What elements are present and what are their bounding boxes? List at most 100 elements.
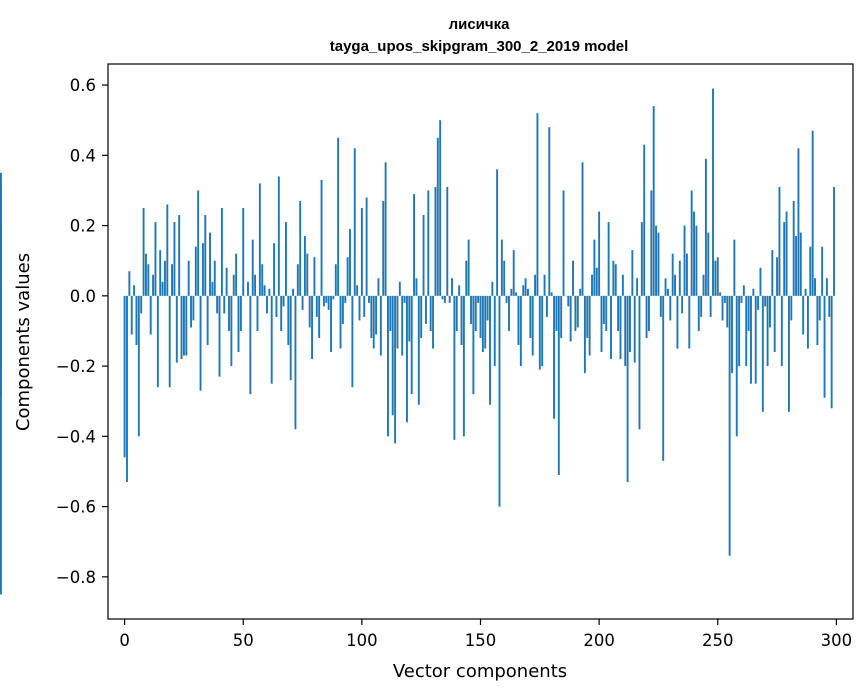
bar <box>491 282 493 296</box>
bar <box>242 208 244 296</box>
bar <box>128 271 130 296</box>
bar <box>290 296 292 380</box>
bar <box>722 296 724 321</box>
bar <box>276 296 278 317</box>
bar <box>252 240 254 296</box>
bar <box>795 236 797 296</box>
bar <box>667 289 669 296</box>
bar <box>347 257 349 296</box>
bar <box>676 296 678 349</box>
bar <box>546 296 548 317</box>
bar <box>463 296 465 437</box>
bar <box>624 296 626 366</box>
bar <box>0 296 2 595</box>
bar <box>228 296 230 331</box>
bar <box>397 296 399 349</box>
bar <box>525 278 527 296</box>
bar <box>501 240 503 296</box>
bar <box>577 296 579 328</box>
bar <box>159 250 161 296</box>
bar <box>297 264 299 296</box>
bar <box>745 296 747 366</box>
bar <box>394 296 396 444</box>
bar <box>136 296 138 345</box>
bar <box>361 208 363 296</box>
y-axis-label: Components values <box>13 253 34 431</box>
bar <box>451 278 453 296</box>
bar <box>202 243 204 296</box>
bar <box>681 296 683 314</box>
bar <box>809 247 811 296</box>
bar <box>541 296 543 366</box>
bar <box>553 296 555 419</box>
bar <box>131 296 133 335</box>
bar <box>195 247 197 296</box>
bar <box>399 282 401 296</box>
bar <box>124 296 126 458</box>
bar <box>741 296 743 303</box>
bar <box>226 268 228 296</box>
bar <box>415 278 417 296</box>
bar <box>200 296 202 391</box>
bar <box>190 296 192 328</box>
y-tick-label: 0.2 <box>70 217 96 236</box>
bar <box>729 296 731 556</box>
bar <box>325 296 327 303</box>
bar <box>266 296 268 314</box>
bar <box>563 190 565 295</box>
bar <box>551 292 553 296</box>
bar <box>748 296 750 331</box>
bar <box>831 296 833 408</box>
bar <box>738 296 740 366</box>
bar <box>363 296 365 317</box>
bar <box>788 296 790 412</box>
bar <box>169 296 171 387</box>
bar <box>219 296 221 377</box>
bar <box>733 240 735 296</box>
bar <box>548 127 550 296</box>
bar <box>271 296 273 384</box>
bar <box>510 289 512 296</box>
bar <box>790 296 792 321</box>
bar <box>287 296 289 345</box>
bar <box>302 296 304 310</box>
bar <box>816 296 818 345</box>
bar <box>192 296 194 321</box>
bar <box>344 296 346 303</box>
bar <box>833 187 835 296</box>
bar <box>802 296 804 335</box>
bar <box>762 296 764 412</box>
bar <box>211 282 213 296</box>
bar <box>539 296 541 370</box>
bar <box>714 261 716 296</box>
bar <box>247 282 249 296</box>
bar <box>332 296 334 300</box>
bar <box>453 296 455 440</box>
bar <box>176 296 178 363</box>
bar <box>814 278 816 296</box>
bar <box>392 296 394 415</box>
bar <box>323 296 325 307</box>
bar <box>786 212 788 296</box>
bar <box>686 254 688 296</box>
x-tick-label: 150 <box>465 631 497 650</box>
bar <box>484 296 486 349</box>
bar <box>494 296 496 366</box>
bar <box>658 233 660 296</box>
bar <box>150 296 152 335</box>
bar <box>444 296 446 303</box>
bar <box>316 296 318 317</box>
bar <box>821 247 823 296</box>
bar <box>335 264 337 296</box>
bar <box>593 240 595 296</box>
bar <box>812 131 814 296</box>
bar <box>712 89 714 296</box>
bar <box>805 289 807 296</box>
bar <box>536 113 538 296</box>
bar <box>574 296 576 331</box>
bar <box>515 292 517 296</box>
bar <box>140 296 142 314</box>
bar <box>155 222 157 296</box>
bar <box>235 254 237 296</box>
x-tick-label: 200 <box>583 631 615 650</box>
